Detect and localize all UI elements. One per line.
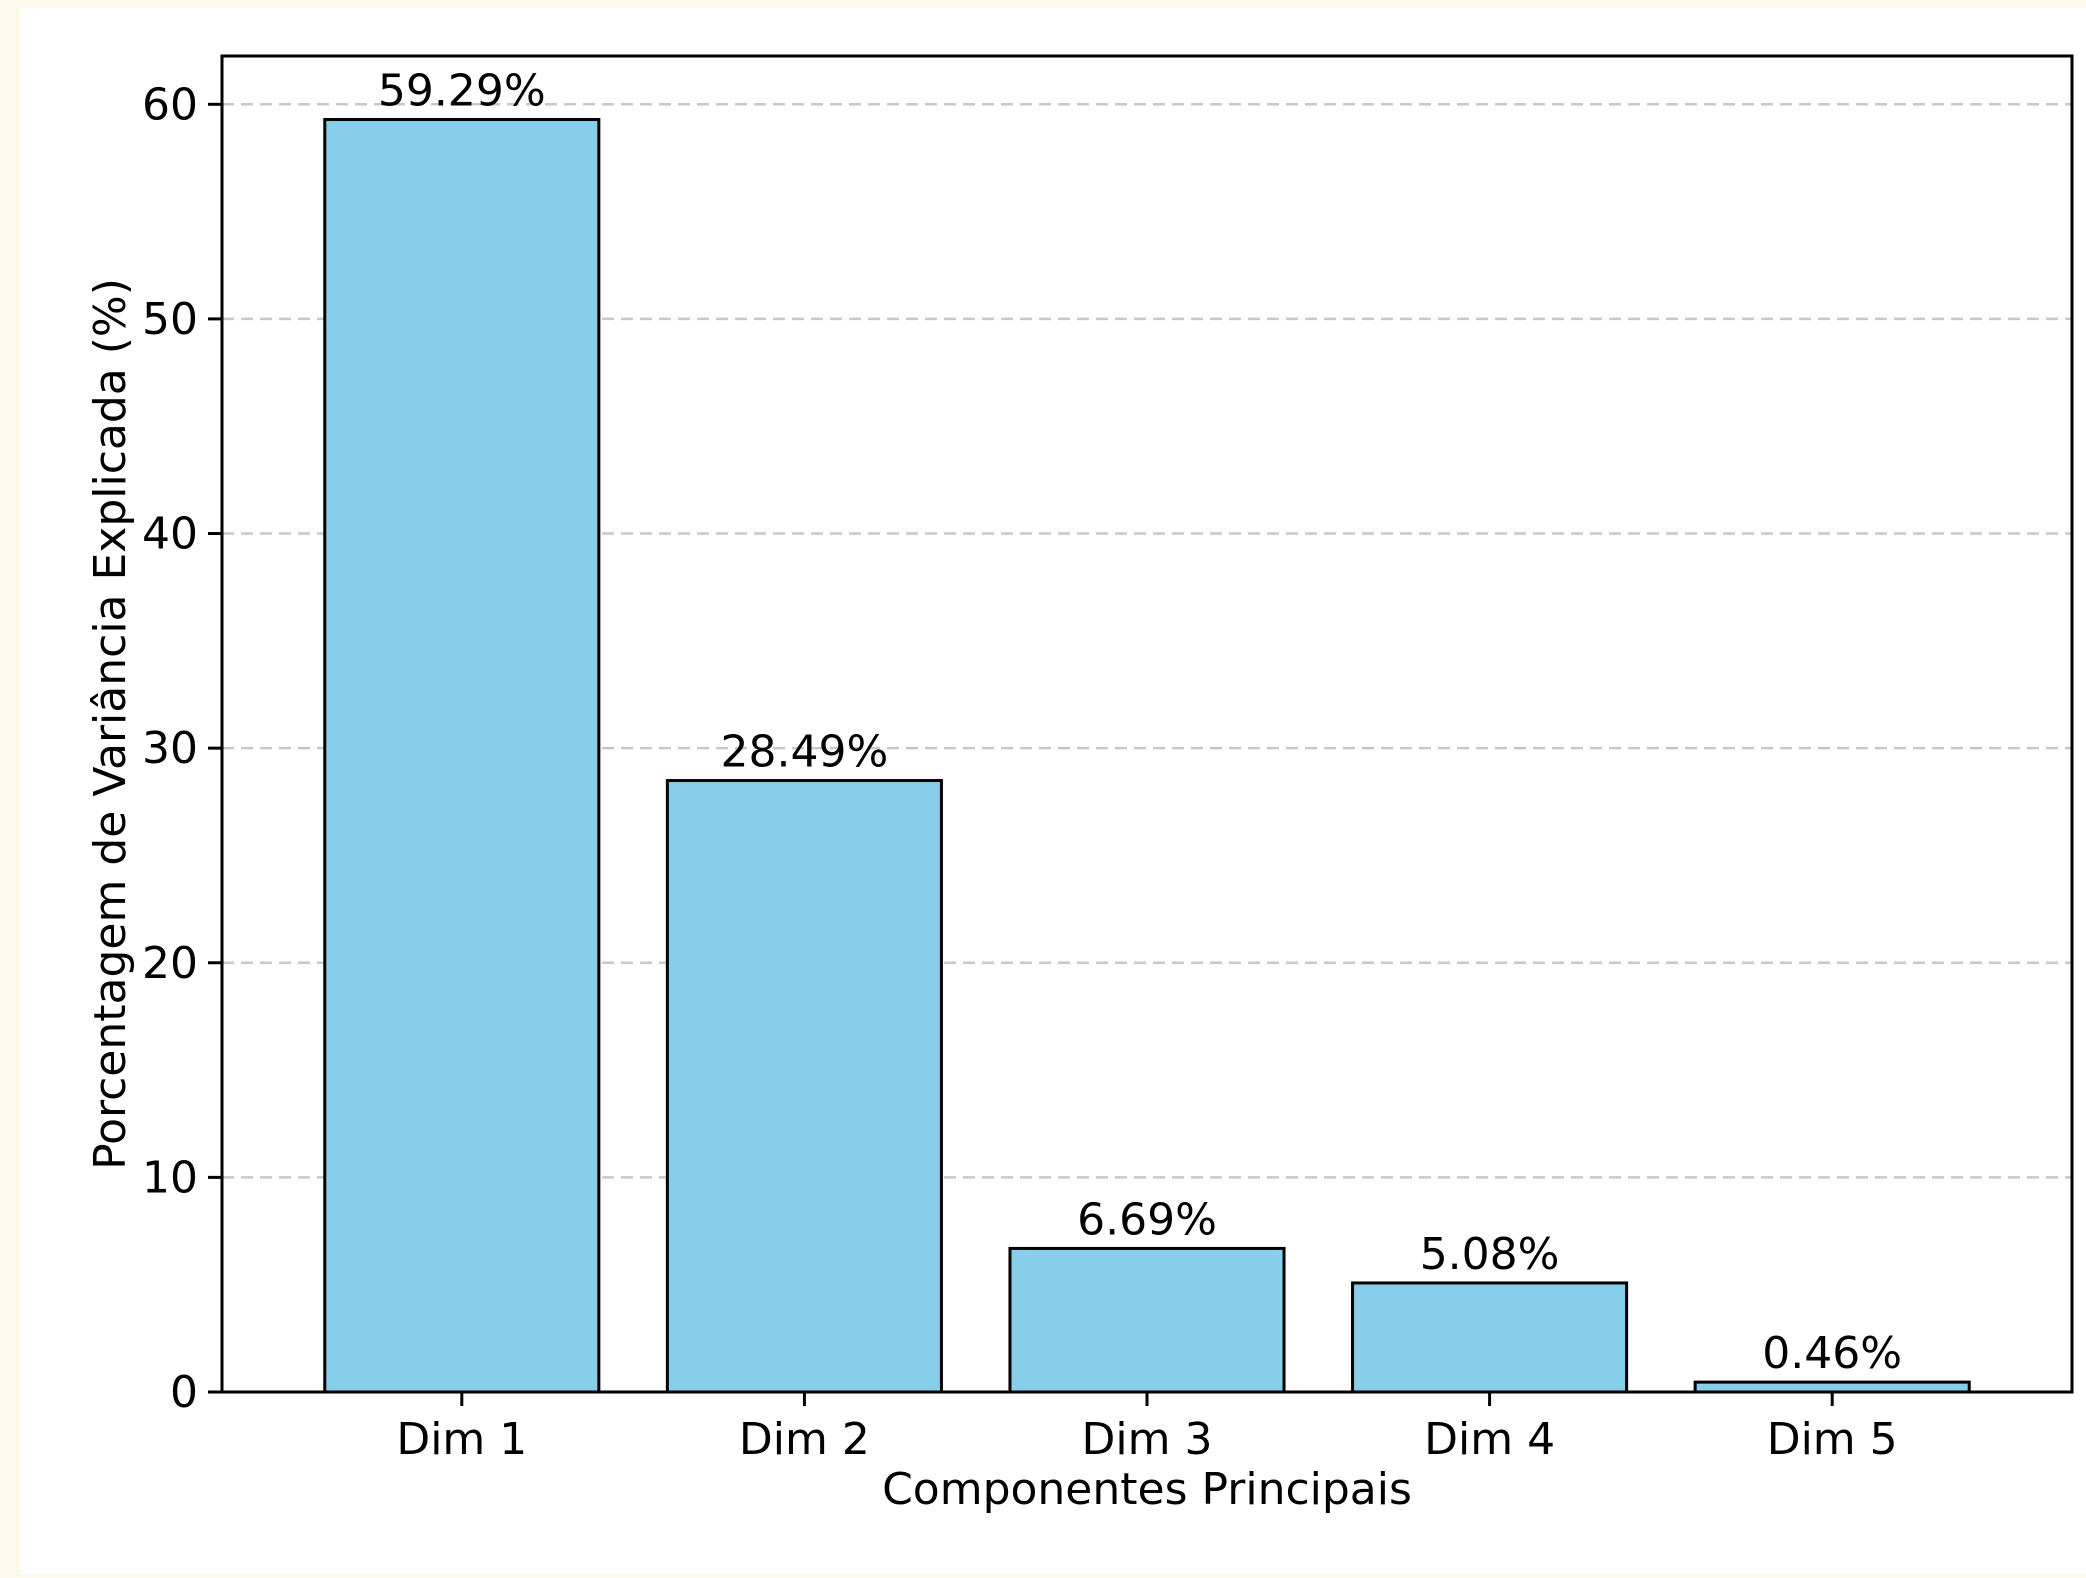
data-label-5: 0.46%: [1762, 1328, 1902, 1379]
x-tick-label-3: Dim 3: [1082, 1414, 1213, 1465]
x-tick-label-5: Dim 5: [1767, 1414, 1898, 1465]
y-tick-label: 20: [142, 938, 198, 989]
bar-chart: 59.29% 28.49% 6.69% 5.08% 0.46% 0 10 20 30 40 50 6…: [85, 54, 2074, 1515]
bar-4: [1351, 1281, 1629, 1394]
chart-card: 59.29% 28.49% 6.69% 5.08% 0.46% 0 10 20 30 40 50 6…: [20, 8, 2086, 1574]
data-label-4: 5.08%: [1420, 1229, 1560, 1280]
x-axis-ticks: Dim 1 Dim 2 Dim 3 Dim 4 Dim 5: [396, 1392, 1898, 1465]
y-tick-label: 60: [142, 79, 198, 130]
x-axis-title: Componentes Principais: [882, 1464, 1412, 1515]
bar-3: [1008, 1246, 1286, 1394]
y-tick-label: 0: [170, 1367, 198, 1418]
y-tick-label: 10: [142, 1152, 198, 1203]
data-label-1: 59.29%: [378, 66, 546, 117]
bar-1: [323, 118, 601, 1394]
x-tick-label-2: Dim 2: [739, 1414, 870, 1465]
y-tick-label: 40: [142, 509, 198, 560]
data-label-3: 6.69%: [1077, 1194, 1217, 1245]
y-axis-title: Porcentagem de Variância Explicada (%): [85, 278, 136, 1170]
data-label-2: 28.49%: [721, 727, 889, 778]
y-tick-label: 50: [142, 294, 198, 345]
x-tick-label-1: Dim 1: [396, 1414, 527, 1465]
value-labels: 59.29% 28.49% 6.69% 5.08% 0.46%: [378, 66, 1902, 1380]
y-tick-label: 30: [142, 723, 198, 774]
bar-2: [665, 779, 943, 1394]
y-axis-ticks: 0 10 20 30 40 50 60: [142, 79, 222, 1418]
x-tick-label-4: Dim 4: [1424, 1414, 1555, 1465]
